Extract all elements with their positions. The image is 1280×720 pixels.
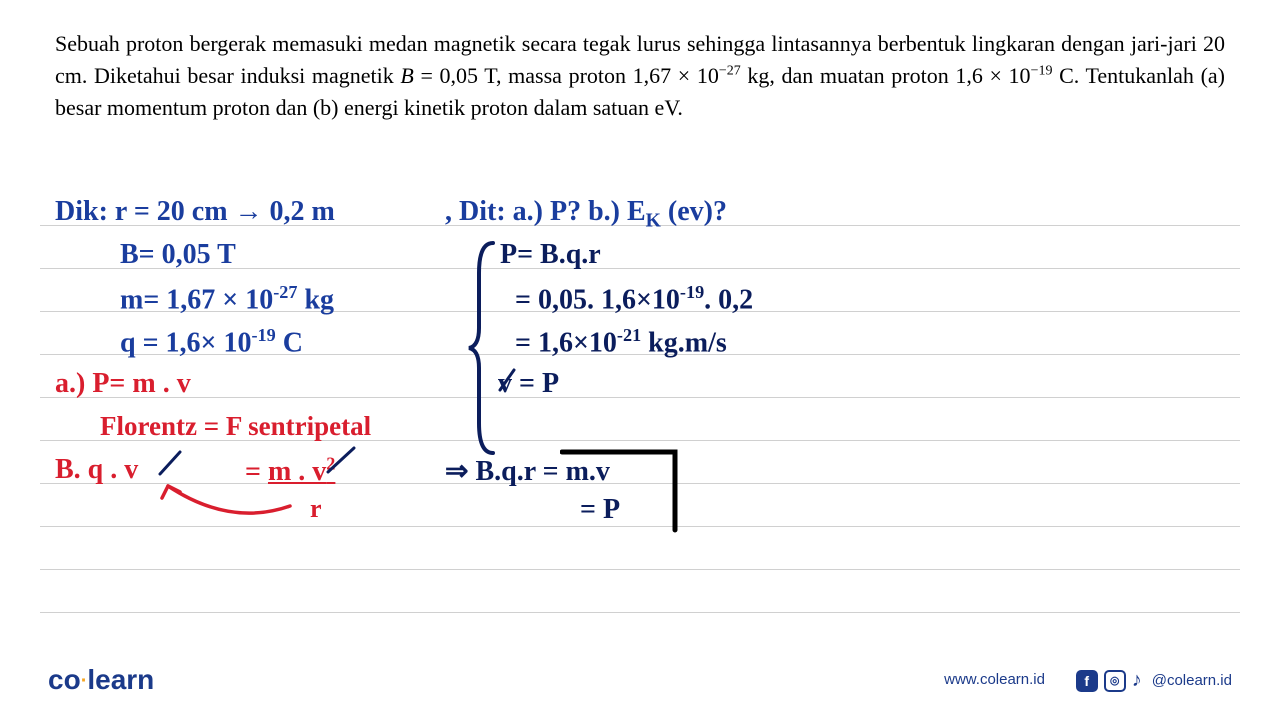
hw-florentz: Florentz = F sentripetal	[100, 411, 371, 442]
social-handle: @colearn.id	[1152, 672, 1232, 689]
hw-dit-label: , Dit: a.) P? b.) EK (ev)?	[445, 196, 727, 233]
hw-a-formula: a.) P= m . v	[55, 368, 191, 400]
strike-v-small	[496, 366, 522, 394]
hw-p-formula: P= B.q.r	[500, 239, 601, 271]
tiktok-icon: ♪	[1132, 669, 1142, 692]
website-url: www.colearn.id	[944, 671, 1045, 688]
brace-icon	[465, 238, 505, 458]
hw-b-value: B= 0,05 T	[120, 239, 236, 271]
brand-logo: co·learn	[48, 664, 154, 696]
hw-bqv: B. q . v	[55, 454, 138, 486]
strike-v2	[324, 446, 358, 476]
curved-arrow-icon	[150, 472, 320, 532]
hw-p-result: = 1,6×10-21 kg.m/s	[515, 325, 727, 359]
footer: co·learn www.colearn.id f ◎ ♪ @colearn.i…	[0, 656, 1280, 696]
logo-co: co	[48, 664, 81, 695]
instagram-icon: ◎	[1104, 670, 1126, 692]
hw-p-calc1: = 0,05. 1,6×10-19. 0,2	[515, 282, 753, 316]
logo-learn: learn	[87, 664, 154, 695]
facebook-icon: f	[1076, 670, 1098, 692]
hw-m-value: m= 1,67 × 10-27 kg	[120, 282, 334, 316]
hw-q-value: q = 1,6× 10-19 C	[120, 325, 303, 359]
hw-dik-label: Dik: r = 20 cm → 0,2 m	[55, 196, 335, 228]
result-bracket	[560, 448, 690, 538]
problem-statement: Sebuah proton bergerak memasuki medan ma…	[55, 28, 1225, 124]
social-group: f ◎ ♪ @colearn.id	[1076, 669, 1232, 692]
